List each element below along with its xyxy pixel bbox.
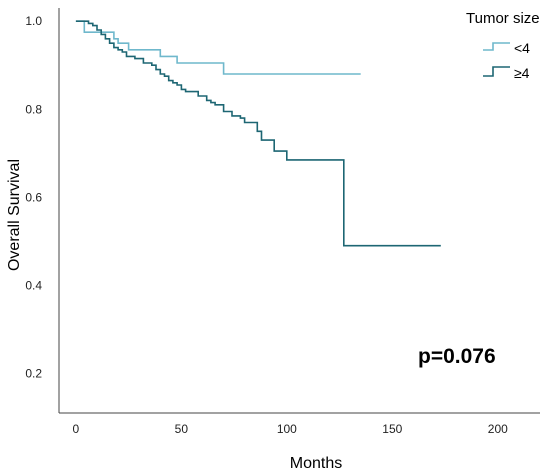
y-tick-label: 0.6 bbox=[25, 190, 42, 204]
y-tick-label: 0.4 bbox=[25, 278, 42, 292]
x-tick-label: 100 bbox=[277, 422, 297, 436]
x-tick-label: 50 bbox=[175, 422, 189, 436]
series-lines bbox=[75, 20, 441, 247]
axes bbox=[58, 8, 540, 414]
x-tick-label: 0 bbox=[73, 422, 80, 436]
y-ticks: 0.2 0.4 0.6 0.8 1.0 bbox=[25, 14, 42, 380]
x-axis-title: Months bbox=[290, 455, 342, 472]
x-tick-label: 150 bbox=[382, 422, 402, 436]
legend-swatch-lt4 bbox=[483, 42, 510, 51]
y-axis-title: Overall Survival bbox=[6, 159, 23, 271]
legend-label-ge4: ≥4 bbox=[514, 65, 530, 81]
x-tick-label: 200 bbox=[488, 422, 508, 436]
legend: Tumor size <4 ≥4 bbox=[466, 10, 540, 81]
x-ticks: 0 50 100 150 200 bbox=[73, 422, 509, 436]
legend-title: Tumor size bbox=[466, 10, 540, 27]
series-line-1 bbox=[75, 20, 441, 247]
y-tick-label: 0.2 bbox=[25, 366, 42, 380]
y-tick-label: 1.0 bbox=[25, 14, 42, 28]
p-value-annotation: p=0.076 bbox=[418, 345, 496, 368]
legend-swatch-ge4 bbox=[483, 66, 510, 77]
series-line-0 bbox=[75, 20, 361, 75]
y-tick-label: 0.8 bbox=[25, 102, 42, 116]
legend-label-lt4: <4 bbox=[514, 40, 530, 56]
